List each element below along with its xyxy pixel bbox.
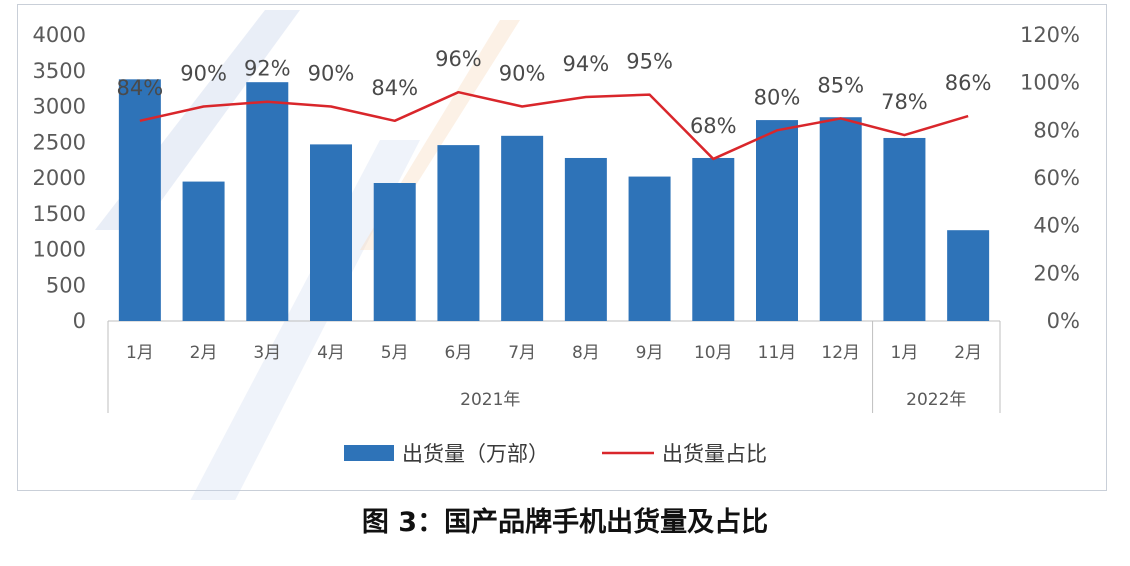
bar	[373, 183, 416, 321]
x-tick-label: 3月	[253, 343, 281, 363]
bar	[947, 230, 990, 321]
y-right-tick-label: 100%	[1020, 71, 1080, 95]
bar	[883, 137, 926, 321]
x-tick-label: 2月	[954, 343, 982, 363]
bar	[437, 145, 480, 321]
y-right-tick-label: 20%	[1033, 261, 1080, 285]
y-left-tick-label: 2500	[33, 130, 86, 154]
x-tick-label: 4月	[317, 343, 345, 363]
line-data-label: 78%	[881, 90, 928, 114]
line-data-label: 68%	[690, 114, 737, 138]
y-right-tick-label: 40%	[1033, 214, 1080, 238]
y-left-tick-label: 500	[46, 273, 86, 297]
x-tick-label: 8月	[572, 343, 600, 363]
bar	[628, 176, 671, 321]
x-tick-label: 6月	[445, 343, 473, 363]
x-tick-label: 2月	[190, 343, 218, 363]
x-tick-label: 10月	[694, 343, 733, 363]
bar	[564, 157, 607, 321]
x-tick-label: 1月	[891, 343, 919, 363]
bar	[501, 135, 544, 321]
y-right-tick-label: 80%	[1033, 118, 1080, 142]
bar	[118, 79, 161, 321]
x-tick-label: 11月	[758, 343, 797, 363]
legend-bar-swatch	[344, 445, 394, 461]
x-tick-label: 1月	[126, 343, 154, 363]
y-left-tick-label: 4000	[33, 23, 86, 47]
bar	[756, 120, 798, 322]
line-data-label: 80%	[754, 85, 801, 109]
y-left-tick-label: 1500	[33, 202, 86, 226]
bar	[182, 181, 225, 321]
combo-chart: 0 500 1000 1500 2000 2500 3000 3500 4000 0% 20% 40%…	[33, 10, 1080, 500]
x-tick-label: 5月	[381, 343, 409, 363]
bar	[819, 117, 862, 321]
y-right-tick-label: 120%	[1020, 23, 1080, 47]
y-right-tick-label: 0%	[1047, 309, 1080, 333]
line-data-label: 92%	[244, 57, 291, 81]
y-left-tick-label: 2000	[33, 166, 86, 190]
x-tick-label: 9月	[636, 343, 664, 363]
share-line	[139, 90, 969, 161]
line-data-label: 90%	[308, 62, 355, 86]
legend-line-label: 出货量占比	[662, 442, 767, 466]
line-data-label: 90%	[180, 62, 227, 86]
y-left-tick-label: 0	[73, 309, 86, 333]
x-group-label: 2021年	[460, 390, 520, 410]
line-data-label: 84%	[117, 76, 164, 100]
x-tick-label: 7月	[508, 343, 536, 363]
bar	[310, 144, 352, 321]
figure-caption: 图 3：国产品牌手机出货量及占比	[361, 507, 769, 538]
bar	[692, 157, 735, 321]
bar	[246, 82, 289, 321]
x-group-label: 2022年	[906, 390, 966, 410]
line-data-label: 85%	[817, 73, 864, 97]
y-left-tick-label: 3000	[33, 95, 86, 119]
legend-bar-label: 出货量（万部）	[402, 442, 549, 466]
y-left-tick-label: 3500	[33, 59, 86, 83]
x-tick-label: 12月	[821, 343, 860, 363]
y-left-tick-label: 1000	[33, 238, 86, 262]
line-data-label: 86%	[945, 71, 992, 95]
line-data-label: 95%	[626, 50, 673, 74]
line-data-label: 96%	[435, 47, 482, 71]
line-data-label: 94%	[563, 52, 610, 76]
line-data-label: 84%	[371, 76, 418, 100]
y-right-tick-label: 60%	[1033, 166, 1080, 190]
line-data-label: 90%	[499, 62, 546, 86]
